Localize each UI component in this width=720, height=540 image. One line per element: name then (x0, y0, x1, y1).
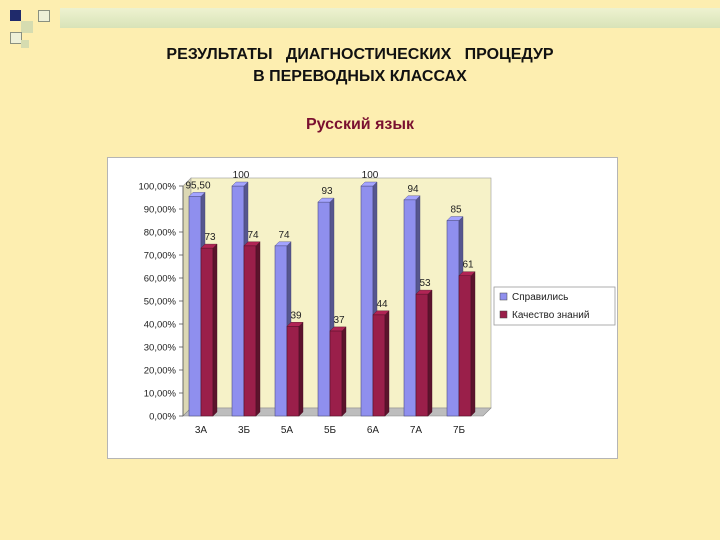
data-label: 44 (376, 299, 388, 310)
bar-side (341, 326, 347, 417)
data-label: 94 (407, 184, 419, 195)
bar-quality (243, 245, 257, 417)
bar-top (200, 243, 218, 249)
legend-swatch (499, 310, 508, 319)
bar-side (427, 289, 433, 417)
bar-top (188, 192, 206, 197)
slide-subtitle: Русский язык (305, 116, 415, 133)
decor-square-light (21, 40, 29, 48)
data-label: 100 (362, 170, 379, 181)
y-tick-label: 10,00% (144, 389, 177, 400)
bar-passed (231, 185, 245, 417)
bar-quality (286, 326, 300, 417)
y-tick-label: 60,00% (144, 274, 177, 285)
bar-passed (274, 245, 288, 417)
y-tick-label: 40,00% (144, 320, 177, 331)
bar-top (231, 181, 249, 187)
bar-top (274, 241, 292, 247)
chart-frame: 0,00% 10,00% 20,00% 30,00% 40,00% 50,00% 60,00… (107, 157, 618, 459)
bar-passed (446, 220, 460, 417)
x-tick-label: 7Б (453, 425, 466, 436)
legend-label: Качество знаний (512, 310, 589, 321)
bar-top (329, 326, 347, 332)
data-label: 37 (333, 315, 345, 326)
bar-top (372, 310, 390, 316)
bar-top (286, 322, 304, 327)
data-label: 73 (204, 232, 216, 243)
data-label: 100 (233, 170, 250, 181)
bar-chart: 0,00% 10,00% 20,00% 30,00% 40,00% 50,00% 60,00… (138, 170, 616, 436)
legend-label: Справились (512, 292, 568, 303)
bar-top (403, 195, 421, 200)
x-tick-label: 3Б (238, 425, 251, 436)
bar-top (360, 181, 378, 187)
bar-side (255, 241, 261, 417)
y-tick-label: 90,00% (144, 205, 177, 216)
data-label: 93 (321, 186, 333, 197)
bar-quality (329, 330, 343, 417)
data-label: 95,50 (185, 180, 210, 191)
decor-square-outline (10, 32, 22, 44)
bar-top (243, 241, 261, 247)
slide-title: РЕЗУЛЬТАТЫ ДИАГНОСТИЧЕСКИХ ПРОЦЕДУР В ПЕ… (0, 44, 720, 88)
x-tick-label: 3А (195, 425, 208, 436)
data-label: 61 (462, 260, 474, 271)
bar-passed (360, 185, 374, 417)
y-tick-label: 0,00% (149, 412, 176, 423)
bar-top (446, 216, 464, 221)
bar-top (317, 197, 335, 203)
data-label: 74 (278, 230, 290, 241)
bar-side (212, 243, 218, 417)
data-label: 85 (450, 205, 462, 216)
bar-quality (415, 293, 429, 417)
data-label: 53 (419, 278, 431, 289)
x-tick-label: 6А (367, 425, 380, 436)
bar-top (458, 271, 476, 276)
x-tick-label: 5Б (324, 425, 337, 436)
bar-side (298, 321, 304, 417)
y-tick-label: 70,00% (144, 251, 177, 262)
bar-top (415, 289, 433, 295)
bar-quality (458, 275, 472, 417)
x-tick-label: 7А (410, 425, 423, 436)
legend-swatch (499, 292, 508, 301)
data-label: 39 (290, 310, 302, 321)
y-tick-label: 30,00% (144, 343, 177, 354)
data-label: 74 (247, 230, 259, 241)
slide-title-line2: В ПЕРЕВОДНЫХ КЛАССАХ (253, 68, 467, 85)
legend-box (493, 286, 616, 326)
decor-top-bar (60, 8, 720, 28)
bar-side (470, 271, 476, 417)
x-tick-label: 5А (281, 425, 294, 436)
y-tick-label: 20,00% (144, 366, 177, 377)
y-tick-label: 100,00% (138, 182, 176, 193)
decor-square-outline (38, 10, 50, 22)
y-tick-label: 50,00% (144, 297, 177, 308)
bar-side (384, 310, 390, 417)
bar-quality (200, 247, 214, 417)
bar-quality (372, 314, 386, 417)
decor-square-dark (10, 10, 21, 21)
bar-passed (188, 196, 202, 417)
bar-passed (403, 199, 417, 417)
y-tick-label: 80,00% (144, 228, 177, 239)
slide-title-line1: РЕЗУЛЬТАТЫ ДИАГНОСТИЧЕСКИХ ПРОЦЕДУР (166, 46, 554, 63)
decor-square-light (21, 21, 33, 33)
bar-passed (317, 201, 331, 417)
